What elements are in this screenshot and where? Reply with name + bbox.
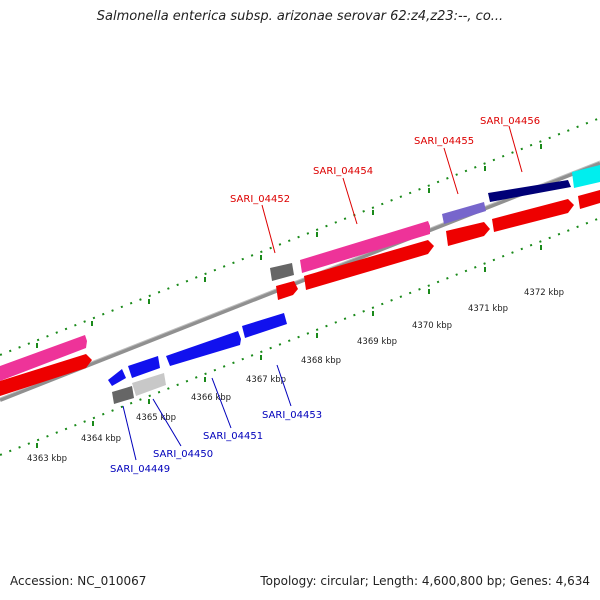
gene-red-sari-04454[interactable] bbox=[304, 240, 434, 290]
scale-label-4365: 4365 kbp bbox=[136, 413, 176, 423]
scale-label-4372: 4372 kbp bbox=[524, 288, 564, 298]
label-leaders-top bbox=[261, 125, 523, 254]
accession-text: Accession: NC_010067 bbox=[10, 574, 147, 588]
scale-major-ticks bbox=[36, 245, 542, 448]
scale-label-4364: 4364 kbp bbox=[81, 434, 121, 444]
genome-summary-text: Topology: circular; Length: 4,600,800 bp… bbox=[260, 574, 590, 588]
scale-label-4371: 4371 kbp bbox=[468, 304, 508, 314]
gene-blue-sari-04453[interactable] bbox=[242, 313, 287, 338]
gene-red-sari-04456[interactable] bbox=[492, 199, 574, 232]
gene-block-gray-sari-04452[interactable] bbox=[270, 263, 294, 281]
gene-label-sari-04453[interactable]: SARI_04453 bbox=[262, 410, 322, 421]
gene-label-sari-04451[interactable]: SARI_04451 bbox=[203, 431, 263, 442]
scale-label-4369: 4369 kbp bbox=[357, 337, 397, 347]
gene-block-pink-sari-04454[interactable] bbox=[300, 221, 430, 273]
gene-label-sari-04449[interactable]: SARI_04449 bbox=[110, 464, 170, 475]
gene-red-sari-04452[interactable] bbox=[276, 281, 298, 300]
upper-major-ticks bbox=[36, 144, 542, 348]
gene-blue-sari-04449[interactable] bbox=[108, 369, 126, 386]
gene-red-sari-04455[interactable] bbox=[446, 222, 490, 246]
gene-lightgray-block[interactable] bbox=[132, 373, 166, 396]
scale-label-4368: 4368 kbp bbox=[301, 356, 341, 366]
gene-red-right[interactable] bbox=[578, 190, 600, 209]
gene-gray-block[interactable] bbox=[112, 386, 134, 404]
gene-label-sari-04452[interactable]: SARI_04452 bbox=[230, 194, 290, 205]
gene-label-sari-04450[interactable]: SARI_04450 bbox=[153, 449, 213, 460]
scale-label-4370: 4370 kbp bbox=[412, 321, 452, 331]
gene-red-left[interactable] bbox=[0, 354, 92, 396]
gene-blue-sari-04451[interactable] bbox=[166, 331, 241, 366]
gene-block-pink-left[interactable] bbox=[0, 335, 87, 381]
gene-block-navy-sari-04456[interactable] bbox=[488, 180, 571, 202]
scale-label-4367: 4367 kbp bbox=[246, 375, 286, 385]
gene-block-cyan[interactable] bbox=[572, 165, 600, 188]
scale-label-4366: 4366 kbp bbox=[191, 393, 231, 403]
scale-label-4363: 4363 kbp bbox=[27, 454, 67, 464]
gene-label-sari-04454[interactable]: SARI_04454 bbox=[313, 166, 373, 177]
upper-tick-track bbox=[0, 117, 600, 356]
genome-backbone-highlight bbox=[0, 160, 600, 399]
map-title: Salmonella enterica subsp. arizonae sero… bbox=[96, 9, 504, 24]
gene-blue-sari-04450[interactable] bbox=[128, 356, 160, 378]
gene-block-purple-sari-04455[interactable] bbox=[442, 202, 486, 224]
gene-label-sari-04455[interactable]: SARI_04455 bbox=[414, 136, 474, 147]
gene-label-sari-04456[interactable]: SARI_04456 bbox=[480, 116, 540, 127]
label-leaders-bottom bbox=[122, 364, 292, 461]
genome-backbone bbox=[0, 161, 600, 402]
